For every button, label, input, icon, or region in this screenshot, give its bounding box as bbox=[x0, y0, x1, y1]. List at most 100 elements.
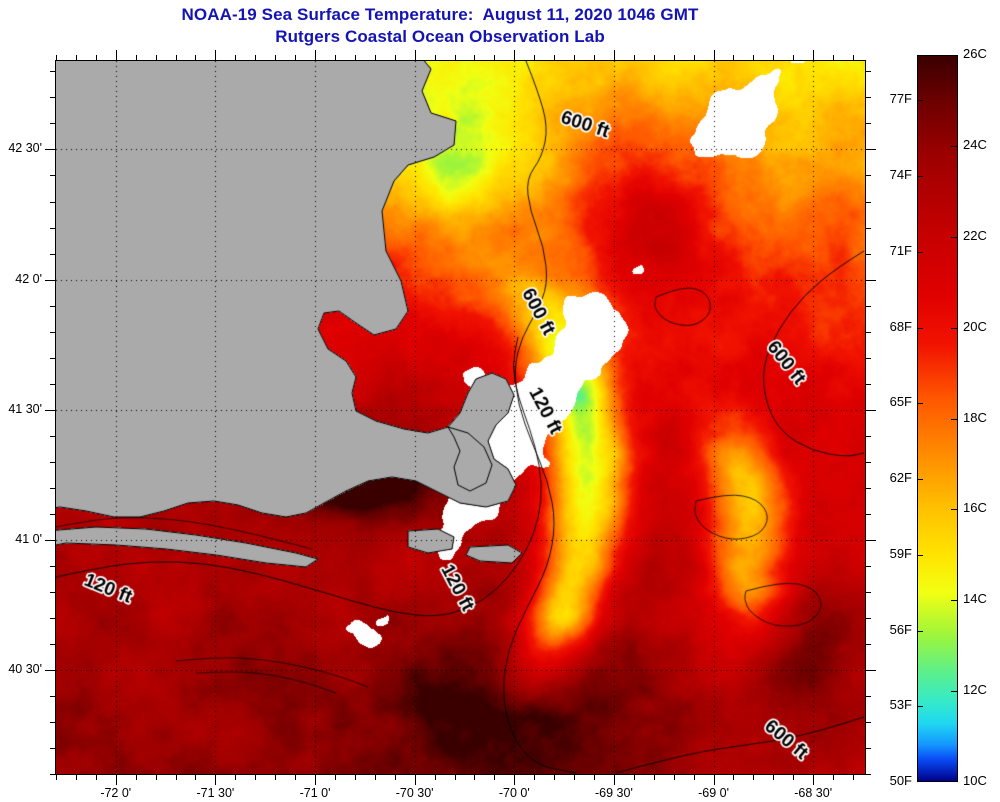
lat-tick-right bbox=[866, 592, 871, 593]
lon-tick-bottom bbox=[753, 775, 754, 780]
lat-tick-left bbox=[50, 332, 55, 333]
lat-tick-right bbox=[866, 514, 871, 515]
lon-tick-bottom bbox=[235, 775, 236, 780]
lon-tick-bottom bbox=[176, 775, 177, 780]
lon-tick-bottom bbox=[594, 775, 595, 780]
lat-label-2: 41 30' bbox=[8, 401, 42, 416]
lon-tick-top bbox=[534, 55, 535, 60]
lat-tick-left bbox=[50, 592, 55, 593]
lon-label-1: -71 30' bbox=[196, 786, 235, 800]
cbar-label-c-6: 14C bbox=[963, 591, 987, 606]
cbar-tick-c-1 bbox=[951, 146, 957, 147]
lon-tick-bottom bbox=[56, 775, 57, 780]
lon-label-3: -70 30' bbox=[395, 786, 434, 800]
lon-tick-bottom bbox=[375, 775, 376, 780]
lon-tick-top bbox=[136, 55, 137, 60]
lon-tick-bottom bbox=[773, 775, 774, 780]
sst-raster bbox=[56, 61, 865, 774]
cbar-tick-f-4 bbox=[917, 403, 923, 404]
cbar-label-c-5: 16C bbox=[963, 500, 987, 515]
lon-tick-top bbox=[773, 55, 774, 60]
lon-tick-bottom bbox=[853, 775, 854, 780]
lat-tick-left bbox=[45, 540, 55, 541]
lat-tick-left bbox=[50, 175, 55, 176]
cbar-tick-f-6 bbox=[917, 555, 923, 556]
lon-tick-bottom bbox=[116, 775, 117, 785]
lon-tick-bottom bbox=[156, 775, 157, 780]
lon-tick-bottom bbox=[96, 775, 97, 780]
cbar-label-f-8: 53F bbox=[889, 697, 912, 712]
lon-tick-top bbox=[176, 55, 177, 60]
lon-label-7: -68 30' bbox=[794, 786, 833, 800]
lat-tick-right bbox=[866, 644, 871, 645]
lat-tick-right bbox=[866, 748, 871, 749]
lon-tick-top bbox=[494, 55, 495, 60]
lon-tick-top bbox=[614, 50, 615, 60]
cbar-label-f-4: 65F bbox=[889, 394, 912, 409]
lon-tick-bottom bbox=[654, 775, 655, 780]
lon-tick-top bbox=[215, 50, 216, 60]
lat-tick-left bbox=[45, 670, 55, 671]
lon-tick-top bbox=[435, 55, 436, 60]
lat-tick-right bbox=[866, 254, 871, 255]
lon-tick-bottom bbox=[415, 775, 416, 785]
lon-tick-top bbox=[315, 50, 316, 60]
lat-tick-right bbox=[866, 332, 871, 333]
lon-tick-bottom bbox=[275, 775, 276, 780]
lon-label-5: -69 30' bbox=[595, 786, 633, 800]
lon-tick-top bbox=[235, 55, 236, 60]
cbar-tick-f-0 bbox=[917, 100, 923, 101]
lon-tick-top bbox=[554, 55, 555, 60]
lat-tick-left bbox=[50, 228, 55, 229]
cbar-label-f-2: 71F bbox=[889, 243, 912, 258]
cbar-tick-c-7 bbox=[951, 691, 957, 692]
cbar-tick-f-2 bbox=[917, 252, 923, 253]
lon-tick-top bbox=[853, 55, 854, 60]
lat-tick-left bbox=[50, 462, 55, 463]
sst-map[interactable] bbox=[55, 60, 866, 775]
lon-tick-bottom bbox=[215, 775, 216, 785]
lon-tick-top bbox=[395, 55, 396, 60]
lon-tick-bottom bbox=[674, 775, 675, 780]
lat-tick-right bbox=[866, 462, 871, 463]
lat-tick-right bbox=[866, 566, 871, 567]
lat-tick-right bbox=[866, 358, 871, 359]
lon-tick-bottom bbox=[574, 775, 575, 780]
lon-tick-top bbox=[275, 55, 276, 60]
lat-tick-left bbox=[50, 774, 55, 775]
lat-tick-right bbox=[866, 722, 871, 723]
lon-label-6: -69 0' bbox=[698, 786, 729, 800]
cbar-tick-c-3 bbox=[951, 328, 957, 329]
cbar-tick-f-1 bbox=[917, 176, 923, 177]
lon-tick-bottom bbox=[295, 775, 296, 780]
lon-tick-bottom bbox=[195, 775, 196, 780]
lon-tick-bottom bbox=[255, 775, 256, 780]
cbar-tick-f-5 bbox=[917, 479, 923, 480]
lon-tick-top bbox=[375, 55, 376, 60]
cbar-label-f-9: 50F bbox=[889, 773, 912, 788]
lon-tick-bottom bbox=[634, 775, 635, 780]
lat-tick-left bbox=[50, 123, 55, 124]
lon-tick-bottom bbox=[76, 775, 77, 780]
lat-tick-left bbox=[45, 149, 55, 150]
cbar-tick-c-2 bbox=[951, 237, 957, 238]
lon-tick-top bbox=[56, 55, 57, 60]
lat-tick-left bbox=[50, 644, 55, 645]
lat-tick-right bbox=[866, 618, 871, 619]
lon-tick-bottom bbox=[335, 775, 336, 780]
lat-tick-right bbox=[866, 280, 876, 281]
cbar-label-c-3: 20C bbox=[963, 319, 987, 334]
lon-tick-top bbox=[514, 50, 515, 60]
lon-tick-top bbox=[335, 55, 336, 60]
cbar-tick-c-6 bbox=[951, 600, 957, 601]
page-subtitle: Rutgers Coastal Ocean Observation Lab bbox=[275, 27, 605, 46]
cbar-tick-f-7 bbox=[917, 631, 923, 632]
lon-tick-bottom bbox=[474, 775, 475, 780]
lat-tick-left bbox=[50, 566, 55, 567]
cbar-label-f-7: 56F bbox=[889, 622, 912, 637]
cbar-tick-c-5 bbox=[951, 509, 957, 510]
lon-tick-bottom bbox=[614, 775, 615, 785]
lat-tick-left bbox=[50, 202, 55, 203]
lon-tick-bottom bbox=[395, 775, 396, 780]
title-block: NOAA-19 Sea Surface Temperature: August … bbox=[0, 4, 880, 48]
